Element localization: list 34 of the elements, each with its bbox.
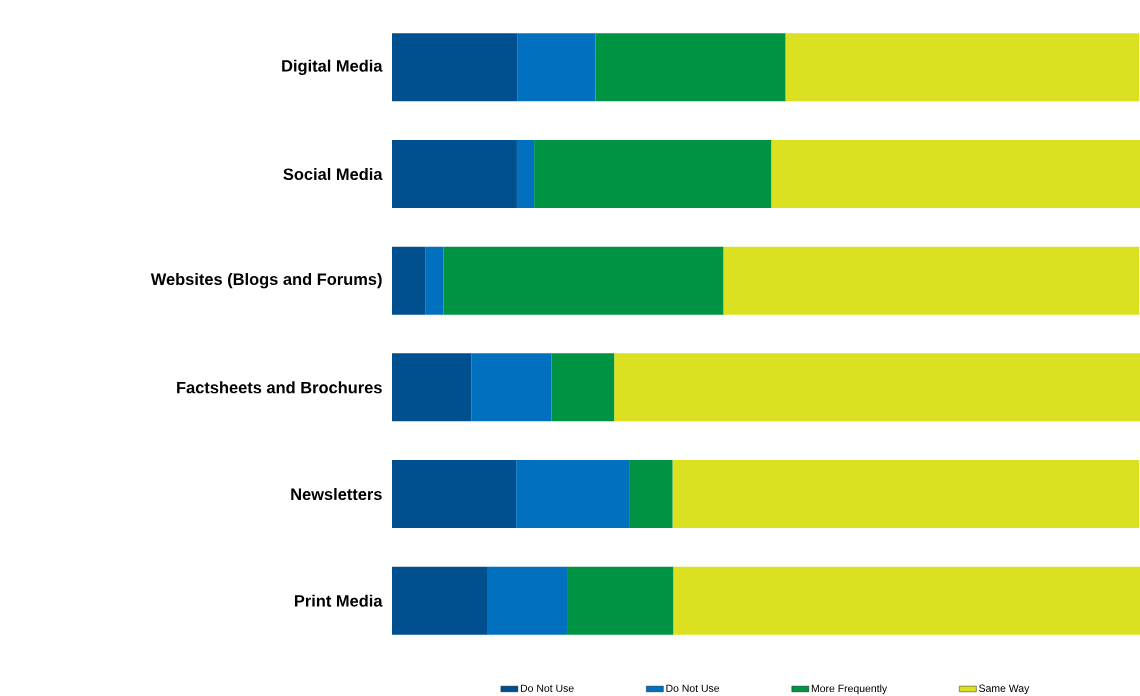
bar bbox=[516, 140, 535, 208]
bar bbox=[551, 353, 615, 422]
bar bbox=[392, 246, 426, 315]
y-tick-label: Factsheets and Brochures bbox=[177, 381, 382, 394]
bar bbox=[425, 246, 444, 315]
bar bbox=[785, 33, 1140, 102]
bar bbox=[567, 566, 674, 635]
bar bbox=[487, 566, 568, 635]
bar bbox=[392, 140, 517, 208]
bar bbox=[534, 140, 772, 208]
y-tick-label: Newsletters bbox=[291, 487, 382, 501]
legend-label: Do Not Use bbox=[520, 684, 574, 692]
y-tick-label: Websites (Blogs and Forums) bbox=[150, 272, 382, 289]
legend-label: More Frequently bbox=[811, 684, 888, 695]
bar bbox=[595, 33, 786, 102]
bar bbox=[392, 33, 518, 102]
bar bbox=[443, 246, 724, 315]
bar bbox=[392, 566, 487, 635]
bar bbox=[517, 33, 596, 102]
legend-label: Same Way bbox=[979, 684, 1030, 695]
y-tick-label: Social Media bbox=[283, 167, 383, 181]
bar bbox=[672, 460, 1140, 529]
bar bbox=[614, 353, 1140, 422]
y-tick-label: Digital Media bbox=[282, 59, 383, 76]
bar bbox=[629, 460, 673, 529]
legend-label: Do Not Use bbox=[666, 684, 720, 692]
bar bbox=[673, 566, 1140, 635]
bar bbox=[771, 140, 1140, 208]
bar bbox=[723, 246, 1140, 315]
bar bbox=[392, 460, 517, 529]
bar bbox=[392, 353, 472, 422]
y-tick-label: Print Media bbox=[294, 594, 383, 607]
bar bbox=[471, 353, 552, 422]
bar bbox=[516, 460, 630, 529]
